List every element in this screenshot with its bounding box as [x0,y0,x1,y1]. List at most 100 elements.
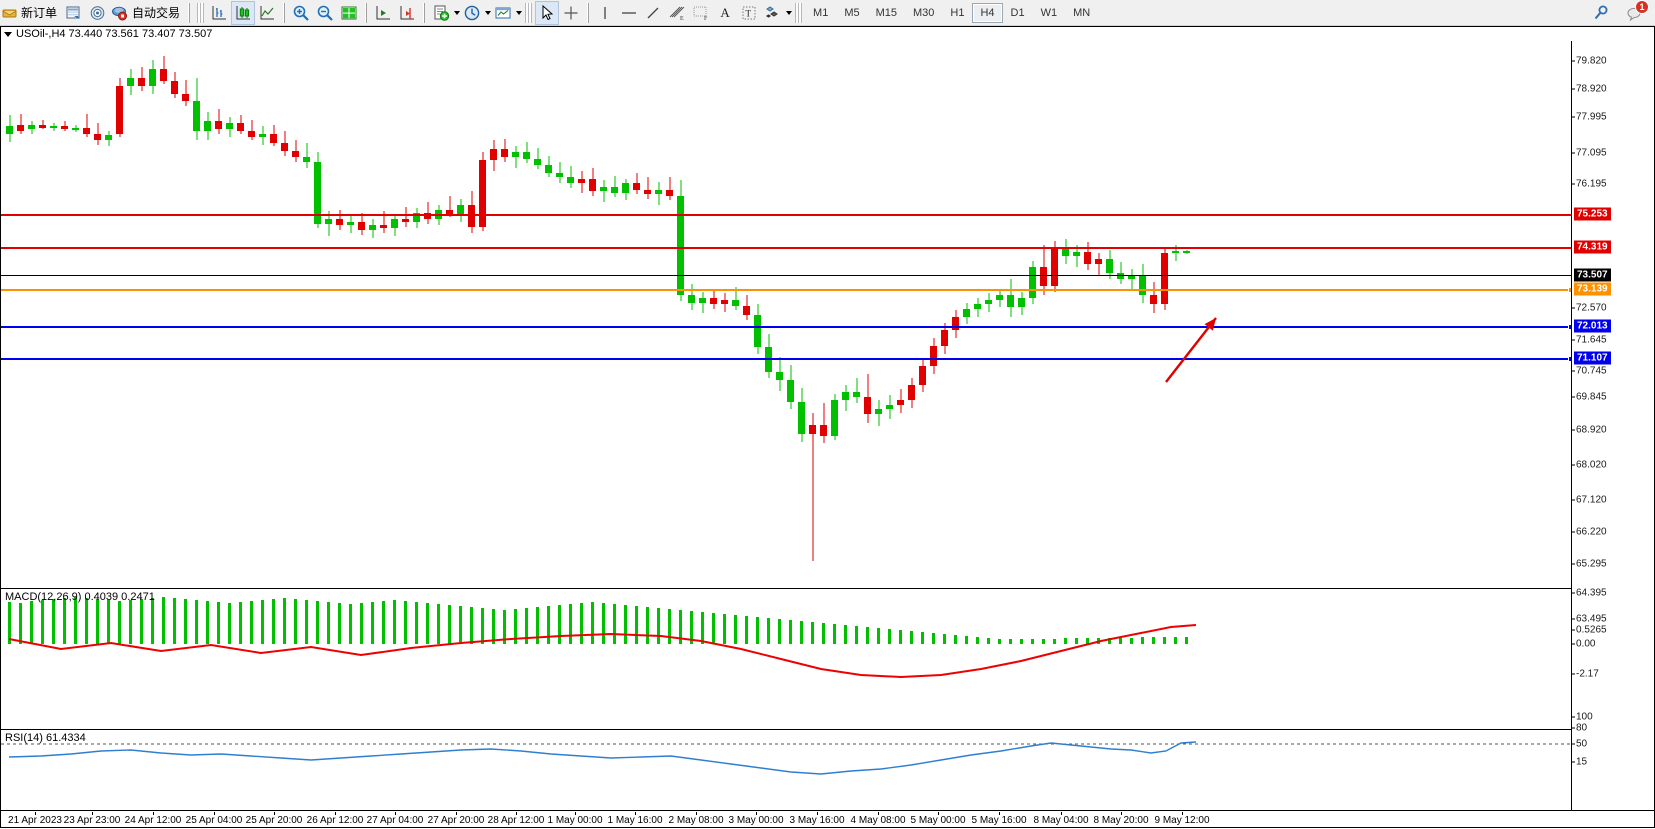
candle-body [446,209,453,215]
time-axis-tick [878,812,879,815]
toolbar-grip-3[interactable] [795,2,803,23]
autotrade-button[interactable]: 自动交易 [109,1,184,25]
macd-histogram-bar [1053,639,1056,644]
search-button[interactable] [1589,1,1613,25]
timeframe-mn[interactable]: MN [1073,6,1091,19]
period-caret-icon[interactable] [485,10,492,15]
current-price-tag[interactable]: 73.507 [1574,268,1611,282]
hline-74319[interactable] [1,247,1573,249]
time-axis[interactable]: 21 Apr 2023 23 Apr 23:00 24 Apr 12:00 25 Ap… [1,812,1654,828]
time-axis-label: 26 Apr 12:00 [306,815,364,826]
text-button[interactable]: A [713,1,737,25]
candlestick [215,109,222,134]
hline-71107[interactable] [1,356,1574,362]
time-axis-tick [92,812,93,815]
resistance-level-75253[interactable]: 75.253 [1574,207,1611,221]
macd-histogram-bar [855,626,858,644]
macd-axis-label: 0.00 [1576,638,1596,650]
zoom-out-button[interactable] [313,1,337,25]
candle-body [1183,251,1190,254]
timeframe-m1[interactable]: M1 [813,6,829,19]
shapes-button[interactable] [761,1,785,25]
time-axis-label: 3 May 16:00 [789,815,845,826]
zoom-in-button[interactable] [289,1,313,25]
support-level-72013[interactable]: 72.013 [1574,319,1611,333]
auto-scroll-button[interactable] [395,1,419,25]
candlestick [72,124,79,133]
text-label-button[interactable]: T [737,1,761,25]
rsi-plot-area[interactable] [1,731,1654,810]
symbol-header[interactable]: USOil-,H4 73.440 73.561 73.407 73.507 [1,27,1654,41]
price-plot-area[interactable] [1,41,1654,588]
add-indicator-caret-icon[interactable] [454,10,461,15]
macd-histogram-bar [833,624,836,644]
add-indicator-button[interactable] [429,1,453,25]
macd-histogram-bar [569,604,572,644]
macd-pane[interactable]: MACD(12,26,9) 0.4039 0.2471 [1,590,1654,730]
candlestick [105,130,112,147]
cursor-tool-button[interactable] [535,0,560,25]
trendline-button[interactable] [641,1,665,25]
price-axis[interactable]: 79.820 78.920 77.995 77.095 76.195 72.570 71.6… [1571,41,1654,810]
timeframe-m5[interactable]: M5 [844,6,860,19]
candle-body [699,297,706,303]
macd-histogram-bar [602,603,605,644]
timeframe-w1[interactable]: W1 [1040,6,1058,19]
timeframe-m30[interactable]: M30 [913,6,935,19]
rsi-pane[interactable]: RSI(14) 61.4334 [1,731,1654,811]
hline-73139[interactable] [1,287,1574,293]
search-icon [1594,5,1608,19]
orange-level-73139[interactable]: 73.139 [1574,282,1611,296]
tile-windows-button[interactable] [337,1,361,25]
candlestick [369,219,376,238]
vertical-line-button[interactable] [593,1,617,25]
price-axis-tick [1572,370,1575,372]
notification-button[interactable]: 1 [1623,0,1649,25]
candle-body [369,225,376,230]
shift-end-button[interactable] [371,1,395,25]
time-axis-label: 25 Apr 20:00 [245,815,303,826]
hline-75253[interactable] [1,214,1573,216]
price-axis-tick [1572,531,1575,533]
navigator-button[interactable] [85,1,109,25]
resistance-level-74319[interactable]: 74.319 [1574,240,1611,254]
period-button[interactable] [460,1,484,25]
new-order-button[interactable]: 新订单 [0,1,61,25]
macd-histogram-bar [206,601,209,644]
fibonacci-button[interactable]: E [665,1,689,25]
timeframe-h1[interactable]: H1 [950,6,965,19]
hline-72013[interactable] [1,324,1574,330]
bar-chart-button[interactable] [207,1,231,25]
candlestick [1172,245,1179,261]
fibo-fan-button[interactable]: F [689,1,713,25]
horizontal-line-button[interactable] [617,1,641,25]
hline-73507[interactable] [1,275,1573,276]
chart-window[interactable]: USOil-,H4 73.440 73.561 73.407 73.507 MA… [0,26,1655,828]
support-level-71107[interactable]: 71.107 [1574,351,1611,365]
templates-caret-icon[interactable] [516,10,523,15]
timeframe-d1[interactable]: D1 [1010,6,1025,19]
timeframe-h4[interactable]: H4 [972,2,1003,23]
candle-body [358,222,365,230]
candlestick-chart-button[interactable] [231,0,256,25]
candlestick [402,206,409,227]
autotrade-label: 自动交易 [132,6,181,20]
crosshair-tool-button[interactable] [559,1,583,25]
candlestick [1040,245,1047,295]
macd-plot-area[interactable] [1,590,1654,729]
price-pane[interactable] [1,41,1654,589]
toolbar-grip-2[interactable] [525,2,533,23]
candlestick [83,113,90,137]
toolbar-grip[interactable] [197,2,205,23]
shapes-caret-icon[interactable] [786,10,793,15]
chart-menu-triangle-icon[interactable] [4,31,12,37]
candle-body [303,157,310,162]
time-axis-tick [635,812,636,815]
macd-histogram-bar [239,602,242,644]
line-chart-button[interactable] [255,1,279,25]
timeframe-m15[interactable]: M15 [875,6,897,19]
macd-histogram-bar [217,602,220,644]
templates-button[interactable] [491,1,515,25]
market-watch-button[interactable] [61,1,85,25]
candlestick [776,356,783,391]
